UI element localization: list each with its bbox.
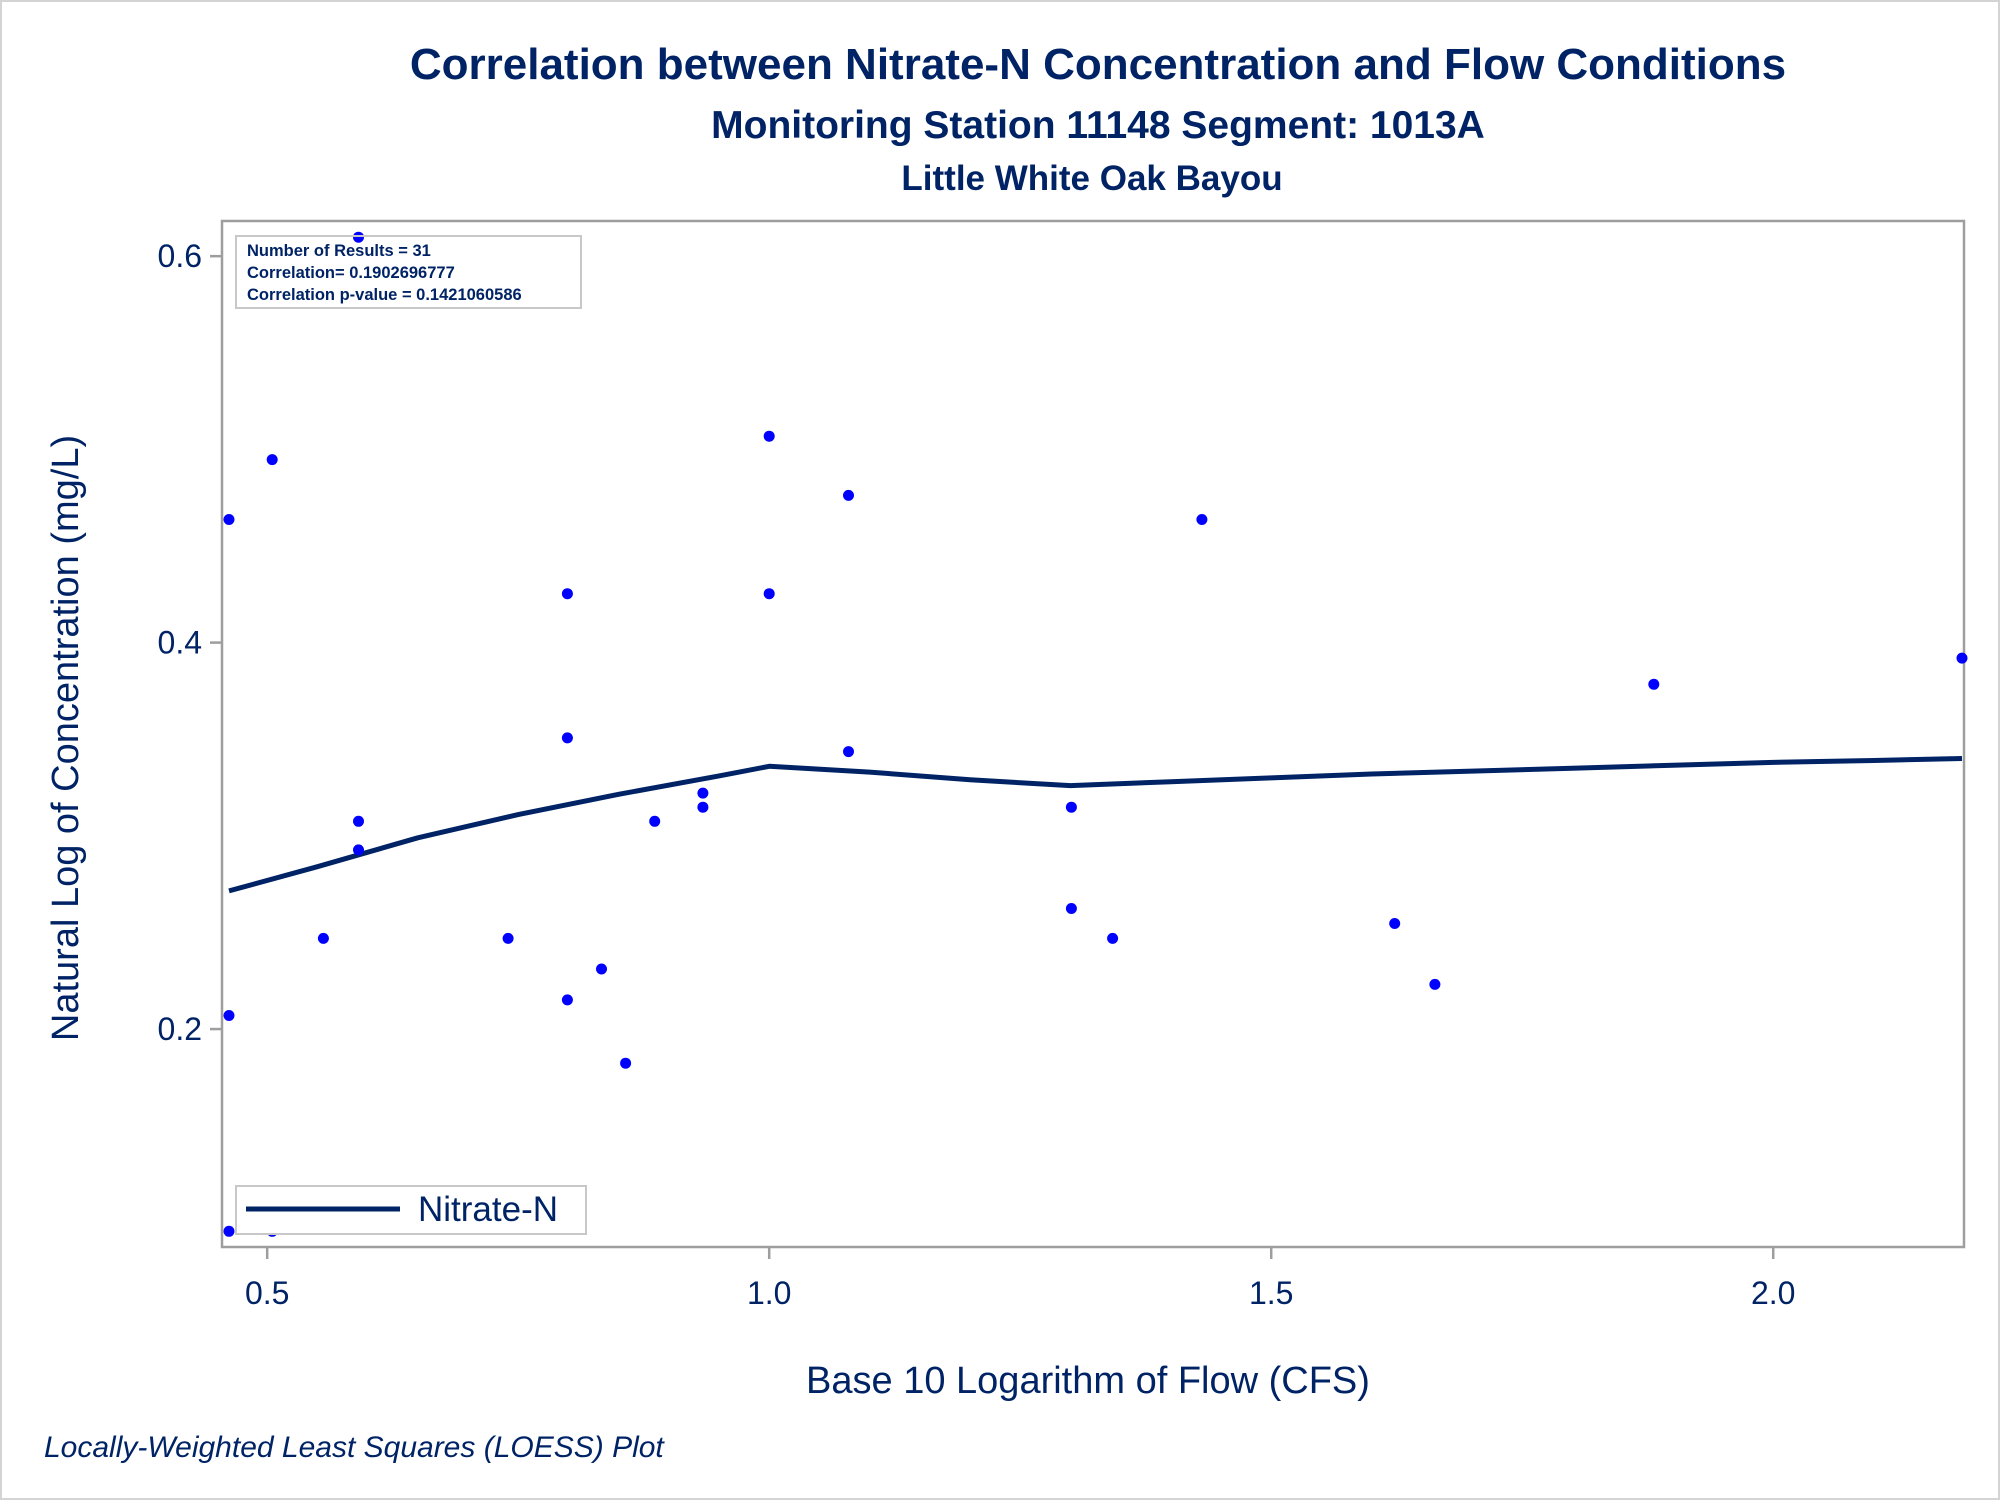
data-point <box>223 1010 235 1021</box>
data-point <box>561 732 573 744</box>
data-point <box>1956 652 1968 664</box>
data-point <box>266 454 278 466</box>
stats-correlation: Correlation= 0.1902696777 <box>247 264 455 282</box>
loess-line <box>228 756 1963 894</box>
stats-box-border <box>235 235 582 309</box>
y-tick-label: 0.4 <box>158 625 202 661</box>
data-point <box>317 932 329 944</box>
chart-subtitle: Monitoring Station 11148 Segment: 1013A <box>711 104 1485 147</box>
data-point <box>1429 978 1441 990</box>
x-tick-label: 1.5 <box>1249 1275 1293 1311</box>
data-point <box>697 801 709 813</box>
y-tick-label: 0.6 <box>158 238 202 274</box>
data-point <box>763 588 775 600</box>
y-axis: 0.2 0.4 0.6 <box>158 238 222 1047</box>
footnote: Locally-Weighted Least Squares (LOESS) P… <box>44 1431 665 1464</box>
data-point <box>353 231 364 243</box>
data-point <box>620 1057 632 1069</box>
chart-title: Correlation between Nitrate-N Concentrat… <box>410 40 1786 89</box>
x-axis: 0.5 1.0 1.5 2.0 <box>245 1247 1795 1311</box>
data-point <box>1389 918 1401 929</box>
data-point <box>697 787 709 799</box>
data-point <box>596 963 607 975</box>
scatter-points <box>223 231 1968 1237</box>
y-tick-label: 0.2 <box>158 1011 202 1047</box>
data-point <box>843 746 854 758</box>
data-point <box>649 815 661 827</box>
x-tick-label: 0.5 <box>245 1275 289 1311</box>
data-point <box>223 514 235 525</box>
plot-area <box>220 219 1966 1249</box>
data-point <box>1196 514 1208 525</box>
data-point <box>502 932 514 944</box>
stats-box: Number of Results = 31 Correlation= 0.19… <box>235 235 582 309</box>
data-point <box>353 815 364 827</box>
data-point <box>223 1225 235 1237</box>
data-point <box>1648 678 1660 690</box>
chart-subtitle-2: Little White Oak Bayou <box>901 159 1282 198</box>
stats-n-results: Number of Results = 31 <box>247 242 431 260</box>
data-point <box>1107 932 1119 944</box>
stats-pvalue: Correlation p-value = 0.1421060586 <box>247 286 522 304</box>
legend: Nitrate-N <box>235 1185 587 1235</box>
loess-series-group <box>228 756 1963 894</box>
data-point <box>1065 801 1077 813</box>
data-point <box>843 489 854 501</box>
data-point <box>561 588 573 600</box>
x-tick-label: 2.0 <box>1751 1275 1795 1311</box>
x-tick-label: 1.0 <box>747 1275 791 1311</box>
data-point <box>353 844 364 856</box>
data-point <box>561 994 573 1006</box>
x-axis-title: Base 10 Logarithm of Flow (CFS) <box>806 1360 1370 1402</box>
legend-label: Nitrate-N <box>418 1190 558 1229</box>
data-point <box>1065 903 1077 914</box>
y-axis-title: Natural Log of Concentration (mg/L) <box>45 435 87 1041</box>
data-point <box>763 430 775 442</box>
